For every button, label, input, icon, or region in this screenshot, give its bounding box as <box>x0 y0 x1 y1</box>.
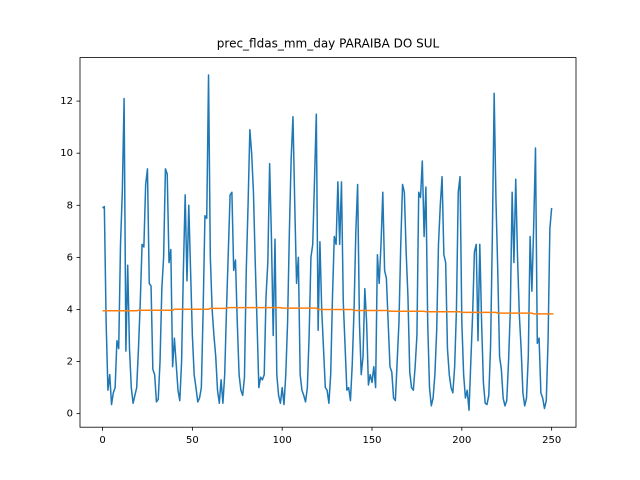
chart-title: prec_fldas_mm_day PARAIBA DO SUL <box>217 37 440 51</box>
y-tick-label: 8 <box>67 200 73 211</box>
y-tick-label: 12 <box>60 96 73 107</box>
data-line <box>102 306 554 315</box>
x-tick-label: 50 <box>186 435 199 446</box>
y-tick-label: 2 <box>67 357 73 368</box>
x-tick-label: 0 <box>99 435 105 446</box>
x-tick-label: 250 <box>542 435 561 446</box>
x-tick-label: 200 <box>452 435 471 446</box>
y-tick-label: 6 <box>67 252 73 263</box>
y-tick-label: 0 <box>67 409 73 420</box>
x-tick-label: 150 <box>362 435 381 446</box>
y-tick-label: 4 <box>67 304 73 315</box>
x-tick-label: 100 <box>273 435 292 446</box>
data-line <box>102 74 553 412</box>
axes-frame <box>79 57 577 428</box>
y-tick-label: 10 <box>60 148 73 159</box>
